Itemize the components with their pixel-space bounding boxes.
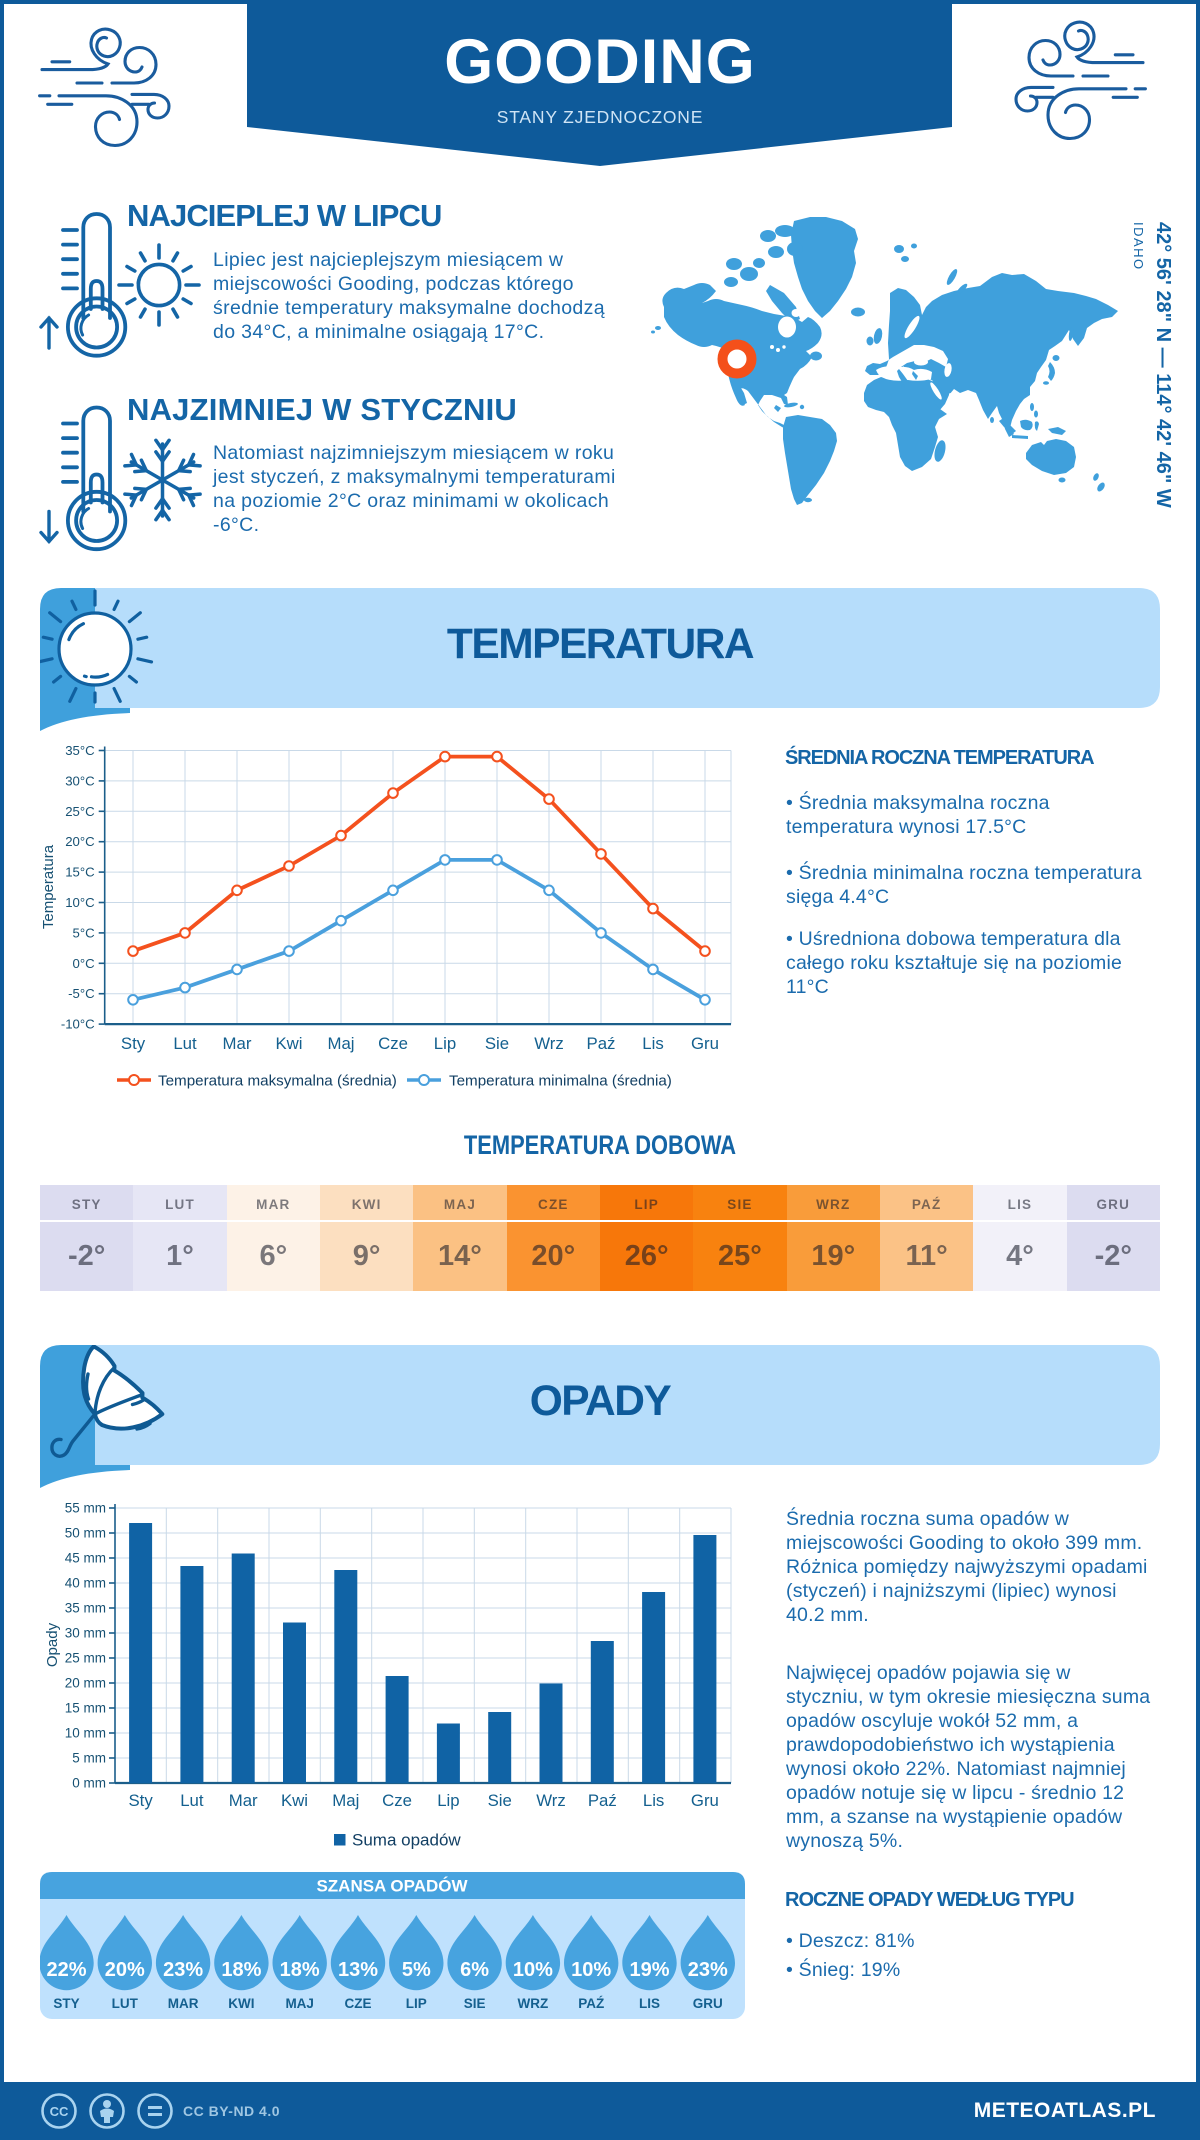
svg-text:Wrz: Wrz	[534, 1034, 564, 1053]
svg-text:LIP: LIP	[406, 1996, 427, 2011]
svg-text:Maj: Maj	[327, 1034, 354, 1053]
svg-text:Mar: Mar	[223, 1034, 252, 1053]
svg-text:Lip: Lip	[437, 1791, 459, 1810]
svg-text:5%: 5%	[402, 1959, 431, 1981]
svg-text:WRZ: WRZ	[518, 1996, 549, 2011]
svg-text:Cze: Cze	[382, 1791, 412, 1810]
svg-text:Paź: Paź	[587, 1034, 616, 1053]
svg-text:15°C: 15°C	[65, 865, 95, 880]
svg-text:Kwi: Kwi	[281, 1791, 308, 1810]
svg-text:35 mm: 35 mm	[65, 1601, 106, 1616]
svg-text:STY: STY	[53, 1996, 79, 2011]
svg-text:10%: 10%	[513, 1959, 553, 1981]
svg-text:Lis: Lis	[643, 1791, 664, 1810]
svg-text:Temperatura: Temperatura	[40, 844, 57, 929]
svg-text:20 mm: 20 mm	[65, 1676, 106, 1691]
svg-text:Sty: Sty	[128, 1791, 153, 1810]
svg-text:18%: 18%	[221, 1959, 261, 1981]
svg-text:22%: 22%	[46, 1959, 86, 1981]
svg-text:40 mm: 40 mm	[65, 1576, 106, 1591]
svg-text:25 mm: 25 mm	[65, 1651, 106, 1666]
svg-text:Sty: Sty	[121, 1034, 146, 1053]
svg-text:30°C: 30°C	[65, 773, 95, 788]
svg-text:0 mm: 0 mm	[72, 1776, 106, 1791]
svg-text:Sie: Sie	[488, 1791, 512, 1810]
svg-text:13%: 13%	[338, 1959, 378, 1981]
svg-text:GRU: GRU	[693, 1996, 723, 2011]
svg-text:CC: CC	[50, 2104, 69, 2119]
svg-text:50 mm: 50 mm	[65, 1526, 106, 1541]
svg-text:Gru: Gru	[691, 1791, 719, 1810]
svg-text:10°C: 10°C	[65, 895, 95, 910]
svg-text:Wrz: Wrz	[536, 1791, 566, 1810]
svg-text:18%: 18%	[280, 1959, 320, 1981]
svg-text:35°C: 35°C	[65, 743, 95, 758]
svg-text:23%: 23%	[163, 1959, 203, 1981]
svg-text:5 mm: 5 mm	[72, 1751, 106, 1766]
svg-text:5°C: 5°C	[73, 925, 96, 940]
svg-text:0°C: 0°C	[73, 956, 96, 971]
svg-text:MAJ: MAJ	[285, 1996, 314, 2011]
svg-text:Maj: Maj	[332, 1791, 359, 1810]
svg-text:25°C: 25°C	[65, 804, 95, 819]
svg-text:10 mm: 10 mm	[65, 1726, 106, 1741]
svg-text:Sie: Sie	[485, 1034, 509, 1053]
svg-text:6%: 6%	[460, 1959, 489, 1981]
svg-text:10%: 10%	[571, 1959, 611, 1981]
svg-text:Lut: Lut	[180, 1791, 204, 1810]
svg-text:20°C: 20°C	[65, 834, 95, 849]
svg-text:Kwi: Kwi	[275, 1034, 302, 1053]
svg-text:MAR: MAR	[168, 1996, 199, 2011]
svg-text:Suma opadów: Suma opadów	[352, 1831, 461, 1850]
svg-text:Opady: Opady	[44, 1622, 61, 1667]
svg-text:Cze: Cze	[378, 1034, 408, 1053]
svg-text:-5°C: -5°C	[68, 986, 95, 1001]
svg-text:KWI: KWI	[228, 1996, 254, 2011]
svg-text:Paź: Paź	[588, 1791, 617, 1810]
svg-text:Temperatura minimalna (średnia: Temperatura minimalna (średnia)	[449, 1073, 672, 1090]
svg-text:-10°C: -10°C	[61, 1017, 95, 1032]
svg-text:Lip: Lip	[434, 1034, 456, 1053]
svg-text:45 mm: 45 mm	[65, 1551, 106, 1566]
svg-text:Lis: Lis	[642, 1034, 663, 1053]
svg-text:PAŹ: PAŹ	[578, 1996, 604, 2011]
svg-text:LIS: LIS	[639, 1996, 660, 2011]
svg-text:15 mm: 15 mm	[65, 1701, 106, 1716]
svg-text:SIE: SIE	[464, 1996, 486, 2011]
svg-text:23%: 23%	[688, 1959, 728, 1981]
svg-text:Gru: Gru	[691, 1034, 719, 1053]
svg-text:SZANSA OPADÓW: SZANSA OPADÓW	[316, 1877, 468, 1896]
svg-text:CZE: CZE	[345, 1996, 372, 2011]
svg-text:19%: 19%	[629, 1959, 669, 1981]
svg-text:Temperatura maksymalna (średni: Temperatura maksymalna (średnia)	[158, 1073, 397, 1090]
svg-text:Mar: Mar	[229, 1791, 258, 1810]
svg-text:20%: 20%	[105, 1959, 145, 1981]
svg-text:55 mm: 55 mm	[65, 1501, 106, 1516]
svg-text:Lut: Lut	[173, 1034, 197, 1053]
svg-text:30 mm: 30 mm	[65, 1626, 106, 1641]
svg-text:LUT: LUT	[112, 1996, 139, 2011]
